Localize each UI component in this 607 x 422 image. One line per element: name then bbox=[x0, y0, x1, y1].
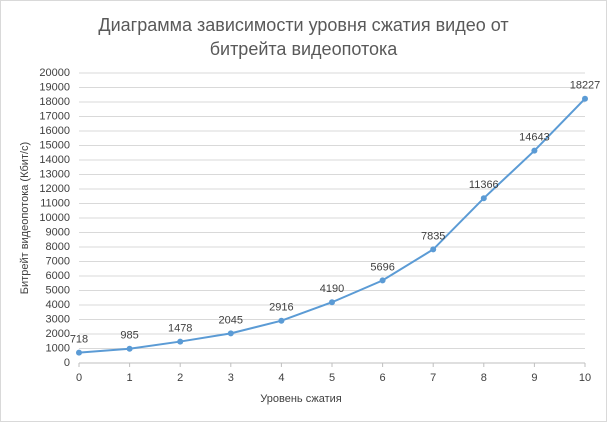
chart-title: Диаграмма зависимости уровня сжатия виде… bbox=[98, 15, 509, 59]
x-tick-label: 0 bbox=[76, 372, 82, 384]
x-axis-label: Уровень сжатия bbox=[260, 393, 341, 405]
point bbox=[531, 147, 538, 154]
data-label: 18227 bbox=[570, 80, 601, 92]
y-tick-label: 6000 bbox=[46, 270, 70, 282]
y-tick-label: 16000 bbox=[39, 125, 70, 137]
data-label: 11366 bbox=[469, 179, 499, 191]
y-axis-label: Битрейт видеопотока (Кбит/с) bbox=[19, 142, 31, 294]
data-label: 2916 bbox=[269, 302, 293, 314]
y-tick-label: 7000 bbox=[46, 255, 70, 267]
point bbox=[76, 349, 82, 356]
data-label: 7835 bbox=[421, 230, 445, 242]
y-tick-label: 13000 bbox=[39, 168, 70, 180]
x-tick-label: 9 bbox=[531, 372, 537, 384]
y-tick-label: 2000 bbox=[46, 328, 70, 340]
y-tick-label: 0 bbox=[64, 357, 70, 369]
line bbox=[78, 98, 586, 354]
point bbox=[177, 338, 184, 345]
point bbox=[480, 195, 487, 202]
y-tick-label: 1000 bbox=[46, 342, 70, 354]
y-tick-label: 5000 bbox=[46, 284, 70, 296]
data-label: 985 bbox=[120, 330, 138, 342]
data-label: 2045 bbox=[219, 314, 243, 326]
y-tick-label: 11000 bbox=[40, 197, 70, 209]
data-label: 5696 bbox=[370, 261, 394, 273]
y-tick-label: 12000 bbox=[39, 183, 70, 195]
point bbox=[379, 277, 386, 284]
y-tick-label: 10000 bbox=[39, 212, 70, 224]
x-tick-label: 3 bbox=[228, 372, 234, 384]
point bbox=[582, 95, 588, 102]
x-tick-label: 4 bbox=[278, 372, 284, 384]
point bbox=[126, 345, 133, 352]
data-label: 4190 bbox=[320, 283, 344, 295]
point bbox=[430, 246, 437, 253]
point bbox=[329, 299, 335, 306]
y-tick-label: 17000 bbox=[39, 110, 70, 122]
y-tick-label: 9000 bbox=[46, 226, 70, 238]
point bbox=[227, 330, 234, 337]
y-tick-label: 3000 bbox=[46, 313, 70, 325]
point bbox=[278, 317, 285, 324]
y-tick-label: 4000 bbox=[46, 299, 70, 311]
x-tick-label: 5 bbox=[329, 372, 335, 384]
y-tick-label: 8000 bbox=[46, 241, 70, 253]
y-tick-label: 14000 bbox=[39, 154, 70, 166]
data-label: 718 bbox=[70, 333, 88, 345]
x-tick-label: 7 bbox=[430, 372, 436, 384]
data-label: 14643 bbox=[519, 132, 550, 144]
y-tick-label: 20000 bbox=[39, 67, 70, 79]
data-label: 1478 bbox=[168, 322, 192, 334]
y-tick-label: 19000 bbox=[39, 81, 70, 93]
x-tick-label: 2 bbox=[177, 372, 183, 384]
x-tick-label: 1 bbox=[127, 372, 133, 384]
y-tick-label: 15000 bbox=[39, 139, 70, 151]
x-tick-label: 6 bbox=[380, 372, 386, 384]
y-tick-label: 18000 bbox=[39, 96, 70, 108]
x-tick-label: 10 bbox=[579, 372, 591, 384]
x-tick-label: 8 bbox=[481, 372, 487, 384]
